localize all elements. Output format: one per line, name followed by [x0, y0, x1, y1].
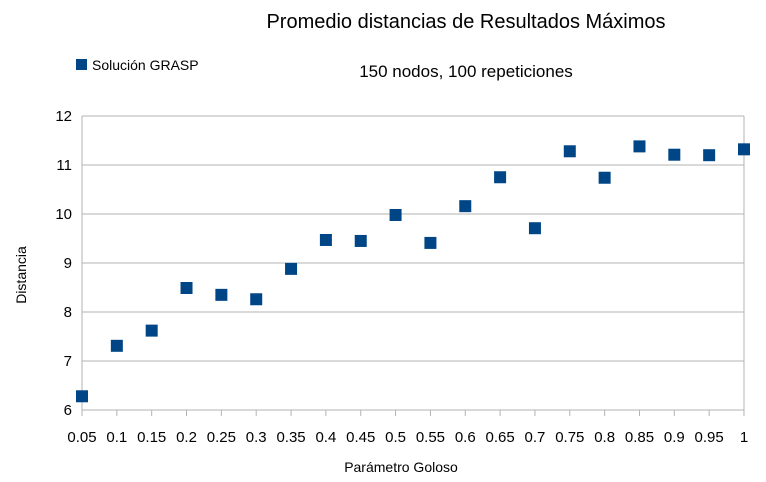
- data-point: [250, 293, 263, 306]
- data-point: [215, 288, 228, 301]
- chart-subtitle: 150 nodos, 100 repeticiones: [359, 62, 573, 81]
- x-tick-label: 0.35: [276, 429, 305, 446]
- axes: [81, 116, 745, 416]
- data-point: [180, 281, 193, 294]
- y-axis-label: Distancia: [13, 246, 29, 304]
- y-tick-label: 12: [55, 108, 72, 125]
- data-point: [145, 324, 158, 337]
- x-tick-label: 0.75: [555, 429, 584, 446]
- data-point: [354, 234, 367, 247]
- y-tick-labels: 6 7 8 9 10 11 12: [55, 108, 72, 419]
- data-point: [424, 236, 437, 249]
- x-tick-label: 0.9: [664, 429, 685, 446]
- y-tick-label: 7: [64, 353, 72, 370]
- x-tick-label: 0.05: [67, 429, 96, 446]
- data-point: [633, 140, 646, 153]
- data-point: [319, 233, 332, 246]
- chart-title: Promedio distancias de Resultados Máximo…: [266, 11, 665, 33]
- x-tick-label: 0.5: [385, 429, 406, 446]
- data-point: [285, 262, 298, 275]
- data-point: [598, 171, 611, 184]
- data-point: [668, 148, 681, 161]
- x-tick-label: 0.45: [346, 429, 375, 446]
- x-tick-label: 1: [740, 429, 748, 446]
- x-tick-label: 0.95: [695, 429, 724, 446]
- y-tick-label: 8: [64, 304, 72, 321]
- x-tick-label: 0.7: [525, 429, 546, 446]
- x-tick-label: 0.55: [416, 429, 445, 446]
- y-tick-label: 10: [55, 206, 72, 223]
- data-point: [703, 149, 716, 162]
- x-tick-label: 0.2: [176, 429, 197, 446]
- legend-label: Solución GRASP: [92, 57, 199, 73]
- x-tick-label: 0.8: [594, 429, 615, 446]
- data-points: [76, 140, 750, 403]
- y-tick-label: 9: [64, 255, 72, 272]
- data-point: [563, 145, 576, 158]
- data-point: [110, 339, 123, 352]
- x-tick-labels: 0.05 0.1 0.15 0.2 0.25 0.3 0.35 0.4 0.45 0.5 0.55 0…: [67, 429, 748, 446]
- data-point: [494, 171, 507, 184]
- x-tick-label: 0.85: [625, 429, 654, 446]
- data-point: [738, 143, 750, 156]
- x-tick-label: 0.4: [315, 429, 336, 446]
- x-tick-label: 0.6: [455, 429, 476, 446]
- y-tick-label: 11: [56, 157, 72, 174]
- x-tick-label: 0.65: [486, 429, 515, 446]
- x-axis-label: Parámetro Goloso: [344, 459, 458, 475]
- x-tick-label: 0.25: [207, 429, 236, 446]
- data-point: [528, 222, 541, 235]
- legend: Solución GRASP: [76, 57, 199, 73]
- grid: [82, 115, 744, 411]
- data-point: [76, 390, 88, 403]
- legend-swatch: [76, 59, 87, 70]
- x-tick-label: 0.1: [106, 429, 127, 446]
- y-tick-label: 6: [64, 402, 72, 419]
- data-point: [389, 208, 402, 221]
- data-point: [459, 200, 472, 213]
- x-tick-label: 0.15: [137, 429, 166, 446]
- x-tick-label: 0.3: [246, 429, 267, 446]
